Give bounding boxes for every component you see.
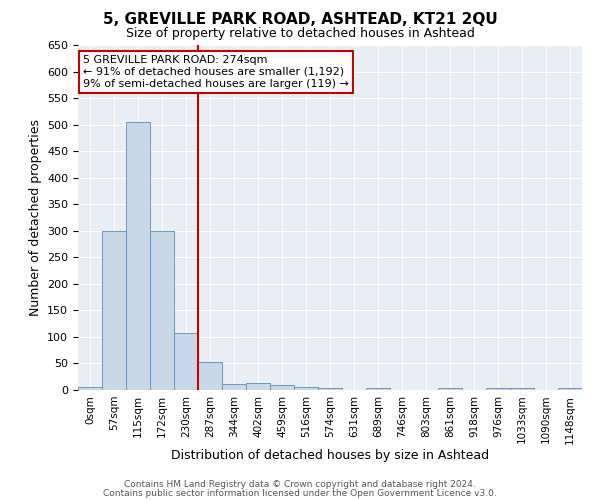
Bar — [270, 385, 294, 390]
Text: Contains public sector information licensed under the Open Government Licence v3: Contains public sector information licen… — [103, 488, 497, 498]
Bar — [318, 388, 342, 390]
Bar — [366, 388, 390, 390]
Bar — [246, 383, 270, 390]
Bar — [198, 362, 222, 390]
Bar — [150, 231, 174, 390]
Bar — [438, 388, 462, 390]
Bar — [294, 387, 318, 390]
Bar — [510, 388, 534, 390]
Text: Contains HM Land Registry data © Crown copyright and database right 2024.: Contains HM Land Registry data © Crown c… — [124, 480, 476, 489]
Bar — [174, 333, 198, 390]
Bar — [78, 388, 102, 390]
Bar — [102, 231, 126, 390]
X-axis label: Distribution of detached houses by size in Ashtead: Distribution of detached houses by size … — [171, 449, 489, 462]
Bar — [222, 384, 246, 390]
Bar — [126, 122, 150, 390]
Text: 5 GREVILLE PARK ROAD: 274sqm
← 91% of detached houses are smaller (1,192)
9% of : 5 GREVILLE PARK ROAD: 274sqm ← 91% of de… — [83, 56, 349, 88]
Text: 5, GREVILLE PARK ROAD, ASHTEAD, KT21 2QU: 5, GREVILLE PARK ROAD, ASHTEAD, KT21 2QU — [103, 12, 497, 28]
Bar — [558, 388, 582, 390]
Y-axis label: Number of detached properties: Number of detached properties — [29, 119, 41, 316]
Text: Size of property relative to detached houses in Ashtead: Size of property relative to detached ho… — [125, 28, 475, 40]
Bar — [486, 388, 510, 390]
